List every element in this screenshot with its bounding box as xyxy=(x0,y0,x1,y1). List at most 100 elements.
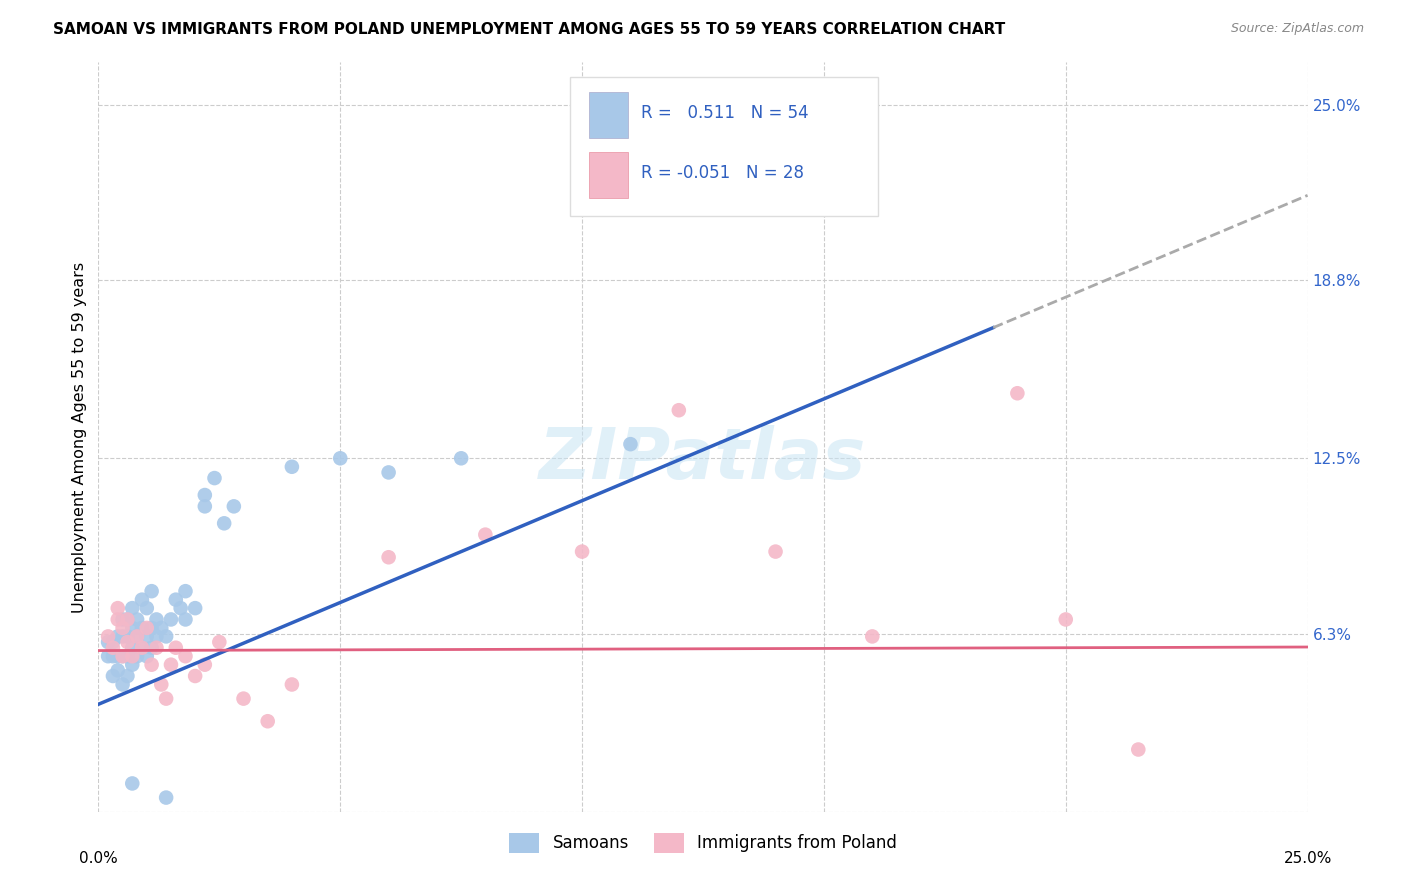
Point xyxy=(97,649,120,664)
Text: 0.0%: 0.0% xyxy=(79,851,118,865)
Point xyxy=(155,629,177,643)
Point xyxy=(131,592,153,607)
Point xyxy=(450,451,472,466)
Point xyxy=(174,612,197,626)
Point xyxy=(1128,742,1150,756)
Point xyxy=(184,669,207,683)
Point xyxy=(222,500,245,514)
Point xyxy=(232,691,254,706)
Point xyxy=(111,677,134,691)
Point xyxy=(765,544,787,558)
Point xyxy=(117,612,139,626)
Point xyxy=(97,629,120,643)
Y-axis label: Unemployment Among Ages 55 to 59 years: Unemployment Among Ages 55 to 59 years xyxy=(72,261,87,613)
Point xyxy=(111,629,134,643)
Point xyxy=(150,677,173,691)
Text: R = -0.051   N = 28: R = -0.051 N = 28 xyxy=(641,163,804,182)
Point xyxy=(101,635,124,649)
FancyBboxPatch shape xyxy=(569,78,879,216)
Point xyxy=(127,649,149,664)
Text: SAMOAN VS IMMIGRANTS FROM POLAND UNEMPLOYMENT AMONG AGES 55 TO 59 YEARS CORRELAT: SAMOAN VS IMMIGRANTS FROM POLAND UNEMPLO… xyxy=(53,22,1005,37)
Point xyxy=(117,669,139,683)
Point xyxy=(165,640,187,655)
Point xyxy=(281,459,304,474)
FancyBboxPatch shape xyxy=(589,152,628,198)
Point xyxy=(145,629,167,643)
Point xyxy=(107,649,129,664)
Point xyxy=(145,612,167,626)
Point xyxy=(169,601,191,615)
Point xyxy=(860,629,883,643)
Point xyxy=(117,629,139,643)
Text: Source: ZipAtlas.com: Source: ZipAtlas.com xyxy=(1230,22,1364,36)
Point xyxy=(329,451,352,466)
Point xyxy=(619,437,641,451)
Point xyxy=(141,657,163,672)
Point xyxy=(135,601,157,615)
Point xyxy=(204,471,226,485)
Point xyxy=(111,649,134,664)
Point xyxy=(121,640,143,655)
Point xyxy=(121,621,143,635)
Point xyxy=(121,649,143,664)
Point xyxy=(141,621,163,635)
Point xyxy=(377,466,399,480)
Point xyxy=(212,516,235,531)
Point xyxy=(160,612,183,626)
Point xyxy=(111,649,134,664)
Point xyxy=(101,669,124,683)
Point xyxy=(141,584,163,599)
Legend: Samoans, Immigrants from Poland: Samoans, Immigrants from Poland xyxy=(502,826,904,860)
Point xyxy=(127,629,149,643)
Text: R =   0.511   N = 54: R = 0.511 N = 54 xyxy=(641,103,808,121)
Text: 25.0%: 25.0% xyxy=(1284,851,1331,865)
Point xyxy=(135,629,157,643)
Point xyxy=(131,640,153,655)
Point xyxy=(160,657,183,672)
Point xyxy=(111,621,134,635)
Point xyxy=(165,592,187,607)
Point xyxy=(208,635,231,649)
Point xyxy=(117,649,139,664)
Point xyxy=(135,649,157,664)
Point xyxy=(135,621,157,635)
Point xyxy=(194,500,217,514)
Point xyxy=(131,640,153,655)
Point xyxy=(668,403,690,417)
Point xyxy=(184,601,207,615)
Point xyxy=(194,488,217,502)
Point xyxy=(107,629,129,643)
Point xyxy=(150,621,173,635)
Point xyxy=(141,640,163,655)
Point xyxy=(127,629,149,643)
Point xyxy=(377,550,399,565)
Point xyxy=(107,664,129,678)
Point xyxy=(101,649,124,664)
Point xyxy=(121,776,143,790)
Point xyxy=(121,601,143,615)
Point xyxy=(107,601,129,615)
Point xyxy=(571,544,593,558)
Point xyxy=(111,612,134,626)
Point xyxy=(131,621,153,635)
Point xyxy=(194,657,217,672)
Text: ZIPatlas: ZIPatlas xyxy=(540,425,866,494)
Point xyxy=(1007,386,1029,401)
Point xyxy=(117,635,139,649)
Point xyxy=(107,612,129,626)
Point xyxy=(121,657,143,672)
Point xyxy=(155,691,177,706)
Point xyxy=(256,714,278,729)
Point xyxy=(174,584,197,599)
Point xyxy=(97,635,120,649)
Point xyxy=(155,790,177,805)
FancyBboxPatch shape xyxy=(589,92,628,138)
Point xyxy=(101,640,124,655)
Point xyxy=(117,612,139,626)
Point xyxy=(281,677,304,691)
Point xyxy=(145,640,167,655)
Point xyxy=(474,527,496,541)
Point xyxy=(174,649,197,664)
Point xyxy=(1054,612,1077,626)
Point xyxy=(716,183,738,197)
